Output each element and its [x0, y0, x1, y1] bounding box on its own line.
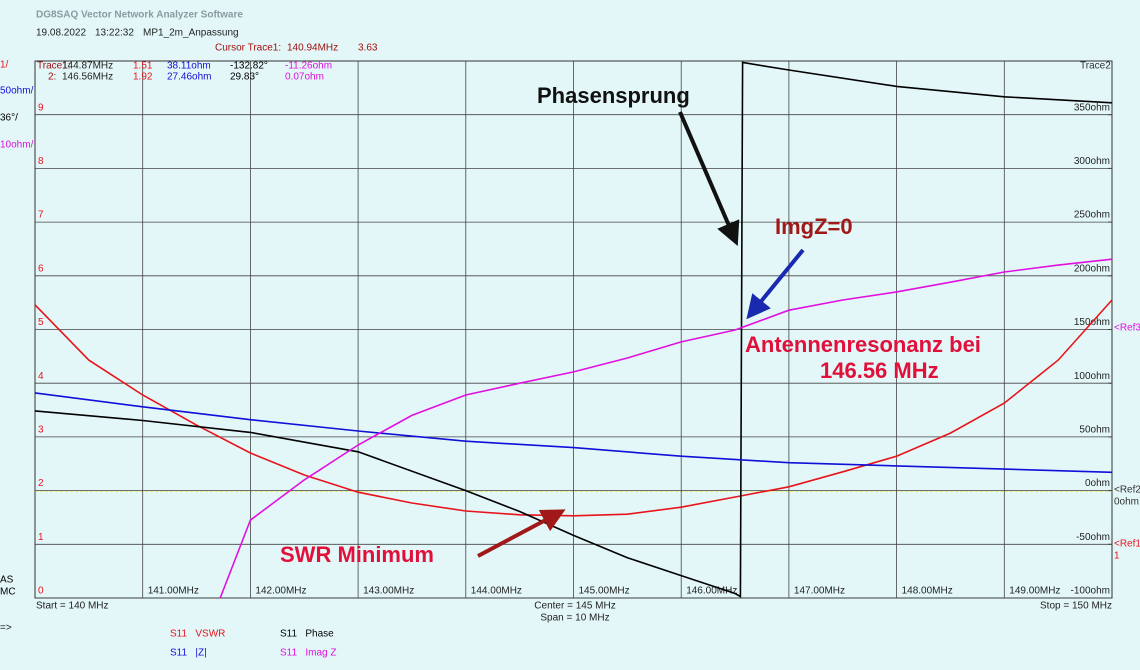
cursor-readout: 27.46ohm — [167, 72, 211, 83]
y2-tick-label: 300ohm — [1074, 156, 1110, 167]
ref-label: <Ref1 — [1114, 539, 1140, 550]
y-tick-label: 6 — [38, 263, 44, 274]
y2-tick-label: 250ohm — [1074, 210, 1110, 221]
cursor-value: 3.63 — [358, 43, 378, 54]
x-tick-label: 147.00MHz — [794, 586, 845, 597]
trace — [34, 299, 1113, 517]
y-tick-label: 2 — [38, 478, 44, 489]
date: 19.08.2022 — [36, 28, 86, 39]
stop-freq: Stop = 150 MHz — [1040, 601, 1112, 612]
y-tick-label: 5 — [38, 317, 44, 328]
x-tick-label: 149.00MHz — [1009, 586, 1060, 597]
center-freq: Center = 145 MHz — [534, 601, 615, 612]
cursor-readout: 1.51 — [133, 61, 153, 72]
y-tick-label: 8 — [38, 156, 44, 167]
time: 13:22:32 — [95, 28, 134, 39]
cursor-readout: 38.11ohm — [167, 61, 211, 72]
cursor-readout: 0.07ohm — [285, 72, 324, 83]
cursor-freq: 140.94MHz — [287, 43, 338, 54]
ref-label: <Ref3 — [1114, 323, 1140, 334]
y-tick-label: 7 — [38, 210, 44, 221]
trace-label: Trace2 — [1080, 61, 1111, 72]
scale-label: 36°/ — [0, 113, 18, 124]
ref-unit: 1 — [1114, 551, 1120, 562]
cursor-label: Cursor Trace1: — [215, 43, 281, 54]
y2-tick-label: 0ohm — [1085, 478, 1110, 489]
x-tick-label: 148.00MHz — [902, 586, 953, 597]
y-tick-label: 9 — [38, 102, 44, 113]
arrow — [477, 509, 566, 558]
cursor-readout: 144.87MHz — [62, 61, 113, 72]
ref-label: <Ref2 — [1114, 485, 1140, 496]
trace — [34, 392, 1113, 474]
file-name: MP1_2m_Anpassung — [143, 28, 239, 39]
y2-tick-label: 50ohm — [1079, 425, 1110, 436]
prompt: => — [0, 623, 12, 634]
annotation: Antennenresonanz bei — [745, 332, 981, 357]
cursor-readout: 2: — [48, 72, 56, 83]
arrow — [678, 111, 740, 247]
cursor-readout: -11.26ohm — [285, 61, 332, 72]
trace — [219, 258, 1113, 599]
cursor-readout: -132.82° — [230, 61, 268, 72]
legend-entry: S11 Phase — [280, 629, 334, 640]
cursor-readout: 1.92 — [133, 72, 153, 83]
y-tick-label: 4 — [38, 371, 44, 382]
arrow — [746, 248, 805, 320]
legend-entry: S11 |Z| — [170, 648, 207, 659]
mode-label: MC — [0, 587, 16, 598]
annotation: ImgZ=0 — [775, 214, 853, 239]
x-tick-label: 145.00MHz — [579, 586, 630, 597]
y2-tick-label: -50ohm — [1076, 532, 1110, 543]
y-tick-label: 1 — [38, 532, 44, 543]
cursor-readout: Trace1: — [37, 61, 71, 72]
y2-tick-label: 100ohm — [1074, 371, 1110, 382]
x-tick-label: 146.00MHz — [686, 586, 737, 597]
annotation: SWR Minimum — [280, 542, 434, 567]
legend-entry: S11 VSWR — [170, 629, 225, 640]
scale-label: 1/ — [0, 60, 9, 71]
y-tick-label: 3 — [38, 425, 44, 436]
y-tick-label: 0 — [38, 586, 44, 597]
trace — [34, 61, 1113, 598]
scale-label: 10ohm/ — [0, 140, 34, 151]
x-tick-label: 144.00MHz — [471, 586, 522, 597]
x-tick-label: 143.00MHz — [363, 586, 414, 597]
cursor-readout: 29.83° — [230, 72, 259, 83]
y2-tick-label: 350ohm — [1074, 102, 1110, 113]
legend-entry: S11 Imag Z — [280, 648, 337, 659]
span: Span = 10 MHz — [540, 613, 609, 624]
ref-unit: 0ohm — [1114, 497, 1139, 508]
y2-tick-label: -100ohm — [1071, 586, 1110, 597]
x-tick-label: 141.00MHz — [148, 586, 199, 597]
annotation: 146.56 MHz — [820, 358, 939, 383]
cursor-readout: 146.56MHz — [62, 72, 113, 83]
mode-label: AS — [0, 575, 14, 586]
x-tick-label: 142.00MHz — [255, 586, 306, 597]
scale-label: 50ohm/ — [0, 86, 34, 97]
annotation: Phasensprung — [537, 83, 690, 108]
start-freq: Start = 140 MHz — [36, 601, 109, 612]
y2-tick-label: 200ohm — [1074, 263, 1110, 274]
app-title: DG8SAQ Vector Network Analyzer Software — [36, 10, 243, 21]
